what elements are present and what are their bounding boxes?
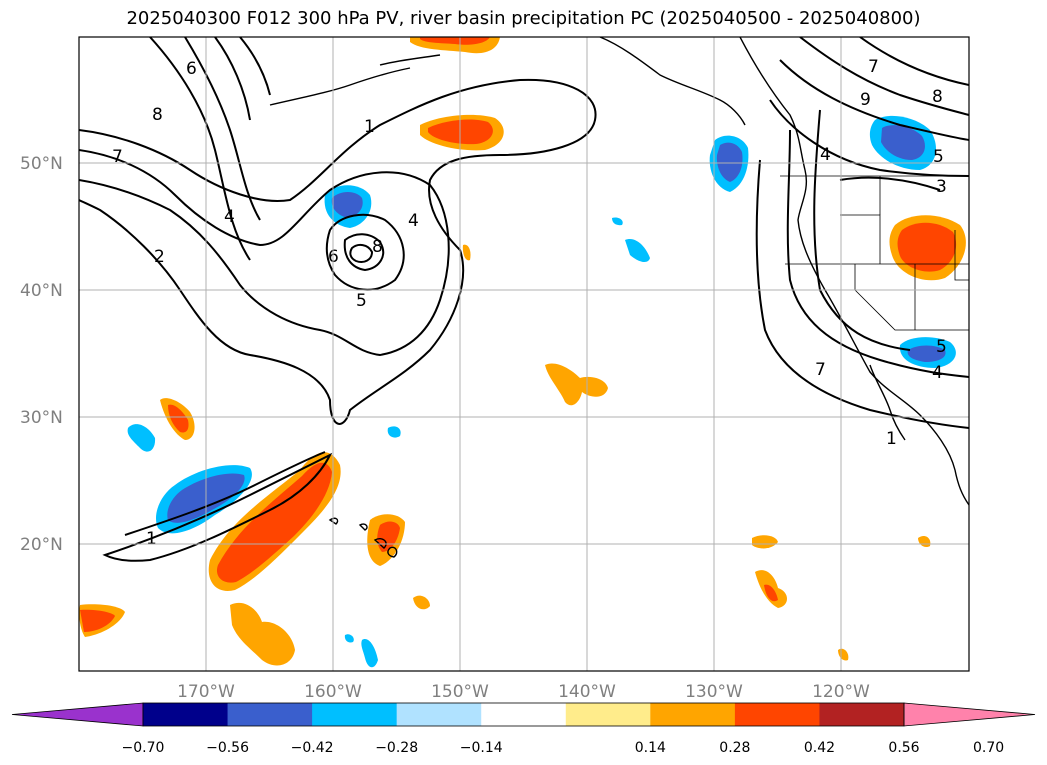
lat-label: 20°N [20, 535, 63, 555]
colorbar-segment [734, 703, 820, 726]
gridlines [79, 37, 969, 671]
contour-label: 3 [936, 177, 947, 197]
colorbar-segment [650, 703, 736, 726]
contour-label: 1 [146, 529, 157, 549]
colorbar-tick-label: 0.14 [635, 740, 666, 756]
pv-contour-labels: 1 4 5 6 7 8 9 2 3 4 1 1 5 4 7 8 6 8 7 4 … [112, 57, 947, 549]
contour-label: 4 [408, 211, 419, 231]
colorbar-extend-max [903, 702, 1036, 727]
precip-negative-region [127, 115, 956, 668]
colorbar-segment [227, 703, 313, 726]
colorbar-labels: −0.70 −0.56 −0.42 −0.28 −0.14 0.14 0.28 0.42 0.5… [122, 740, 1005, 756]
contour-label: 2 [154, 247, 165, 267]
colorbar-segment [819, 703, 905, 726]
map-title: 2025040300 F012 300 hPa PV, river basin … [126, 8, 921, 29]
coastlines [269, 37, 969, 558]
colorbar-frame [142, 702, 905, 727]
colorbar-extend-min [11, 702, 144, 727]
colorbar-tick-label: 0.70 [973, 740, 1004, 756]
lon-label: 140°W [558, 682, 616, 702]
lat-label: 40°N [20, 281, 63, 301]
colorbar-segment [312, 703, 398, 726]
colorbar-segment [143, 703, 229, 726]
contour-label: 1 [364, 117, 375, 137]
contour-label: 4 [932, 363, 943, 383]
precip-positive-region [79, 37, 966, 666]
lat-label: 50°N [20, 154, 63, 174]
colorbar-tick-label: 0.28 [719, 740, 750, 756]
contour-label: 4 [820, 145, 831, 165]
longitude-labels: 170°W 160°W 150°W 140°W 130°W 120°W [177, 682, 870, 702]
contour-label: 5 [936, 337, 947, 357]
colorbar-segment [481, 703, 567, 726]
contour-label: 8 [932, 87, 943, 107]
contour-label: 7 [112, 147, 123, 167]
colorbar-tick-label: −0.28 [375, 740, 418, 756]
colorbar [11, 702, 1036, 727]
colorbar-tick-label: −0.14 [460, 740, 503, 756]
contour-label: 4 [224, 207, 235, 227]
colorbar-tick-label: −0.70 [122, 740, 165, 756]
contour-label: 7 [868, 57, 879, 77]
pv-contours [79, 37, 969, 562]
contour-label: 5 [933, 147, 944, 167]
lat-label: 30°N [20, 408, 63, 428]
colorbar-tick-label: 0.56 [888, 740, 919, 756]
contour-label: 5 [356, 291, 367, 311]
contour-label: 9 [860, 90, 871, 110]
lon-label: 120°W [812, 682, 870, 702]
lon-label: 160°W [304, 682, 362, 702]
colorbar-segment [396, 703, 482, 726]
contour-label: 7 [815, 360, 826, 380]
colorbar-segment [565, 703, 651, 726]
lon-label: 170°W [177, 682, 235, 702]
map-frame [78, 36, 970, 672]
colorbar-tick-label: −0.42 [291, 740, 334, 756]
lon-label: 150°W [431, 682, 489, 702]
colorbar-tick-label: −0.56 [206, 740, 249, 756]
contour-label: 1 [886, 429, 897, 449]
latitude-labels: 50°N 40°N 30°N 20°N [20, 154, 63, 555]
contour-label: 8 [152, 105, 163, 125]
contour-label: 8 [372, 237, 383, 257]
contour-label: 6 [186, 59, 197, 79]
colorbar-tick-label: 0.42 [804, 740, 835, 756]
lon-label: 130°W [685, 682, 743, 702]
